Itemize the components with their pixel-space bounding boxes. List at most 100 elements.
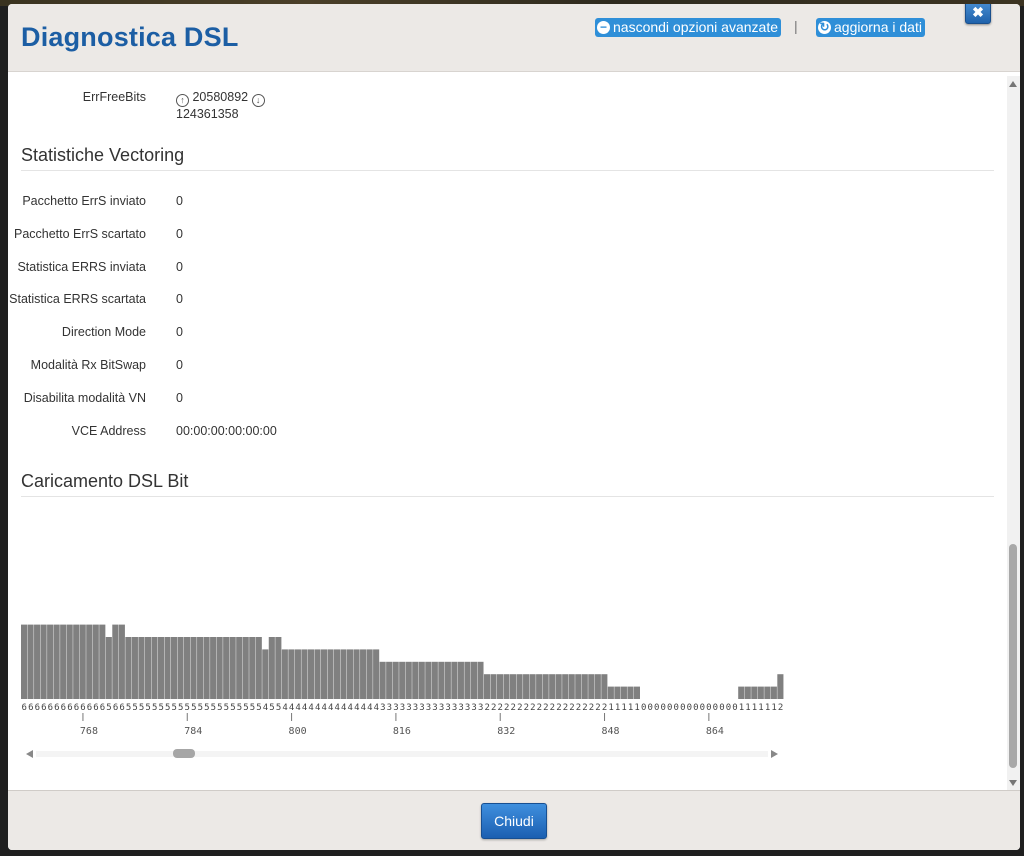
chart-bar xyxy=(21,624,28,699)
chart-bar xyxy=(373,649,380,699)
bar-value-label: 0 xyxy=(693,703,698,713)
chart-bar xyxy=(581,674,588,699)
page-backdrop xyxy=(0,0,1024,6)
stat-value: 0 xyxy=(176,391,183,405)
chart-bar xyxy=(301,649,308,699)
stat-label: Modalità Rx BitSwap xyxy=(30,358,146,372)
chart-bar xyxy=(73,624,80,699)
bar-value-label: 3 xyxy=(458,703,463,713)
chart-bar xyxy=(360,649,367,699)
chart-bar xyxy=(177,637,184,699)
bar-value-label: 0 xyxy=(641,703,646,713)
chart-bar xyxy=(255,637,262,699)
bar-value-label: 2 xyxy=(602,703,607,713)
bar-value-label: 0 xyxy=(647,703,652,713)
chart-bar xyxy=(568,674,575,699)
bar-value-label: 2 xyxy=(543,703,548,713)
bar-value-label: 1 xyxy=(615,703,620,713)
bar-value-label: 2 xyxy=(595,703,600,713)
close-icon[interactable]: ✖ xyxy=(965,4,991,24)
hide-advanced-button[interactable]: − nascondi opzioni avanzate xyxy=(595,18,782,37)
bar-value-label: 3 xyxy=(445,703,450,713)
chart-bar xyxy=(281,649,288,699)
chart-bar xyxy=(777,674,784,699)
chart-bar xyxy=(47,624,54,699)
chart-bar xyxy=(53,624,60,699)
bar-value-label: 3 xyxy=(413,703,418,713)
bar-value-label: 6 xyxy=(80,703,85,713)
chart-bar xyxy=(770,686,777,699)
bar-value-label: 5 xyxy=(217,703,222,713)
chart-bar xyxy=(523,674,530,699)
chart-bar xyxy=(503,674,510,699)
chart-bar xyxy=(614,686,621,699)
bar-value-label: 4 xyxy=(354,703,359,713)
bar-value-label: 5 xyxy=(158,703,163,713)
x-tick-label: 816 xyxy=(393,726,411,737)
chart-bar xyxy=(392,661,399,699)
chart-bar xyxy=(229,637,236,699)
stat-row: Pacchetto ErrS scartato 0 xyxy=(8,227,1007,247)
chart-bar xyxy=(483,674,491,699)
bar-value-label: 4 xyxy=(263,703,268,713)
x-tick-label: 864 xyxy=(706,726,724,737)
bar-value-label: 6 xyxy=(35,703,40,713)
bar-value-label: 2 xyxy=(517,703,522,713)
chart-bar xyxy=(236,637,243,699)
bar-value-label: 6 xyxy=(113,703,118,713)
bar-value-label: 5 xyxy=(269,703,274,713)
bar-value-label: 4 xyxy=(282,703,287,713)
bar-value-label: 0 xyxy=(687,703,692,713)
chart-bar xyxy=(594,674,601,699)
bar-value-label: 4 xyxy=(348,703,353,713)
bar-value-label: 6 xyxy=(93,703,98,713)
bar-value-label: 5 xyxy=(237,703,242,713)
scrollbar-thumb[interactable] xyxy=(173,749,195,758)
content-vertical-scrollbar[interactable] xyxy=(1007,76,1020,790)
chart-bar xyxy=(92,624,99,699)
chart-bar xyxy=(79,624,86,699)
chart-bar xyxy=(340,649,347,699)
bar-value-label: 5 xyxy=(256,703,261,713)
bar-value-label: 2 xyxy=(582,703,587,713)
bar-value-label: 6 xyxy=(100,703,105,713)
arrow-up-circle-icon: ↑ xyxy=(176,94,189,107)
refresh-data-button[interactable]: ↻ aggiorna i dati xyxy=(816,18,925,37)
scroll-left-arrow-icon[interactable] xyxy=(26,750,33,758)
close-button[interactable]: Chiudi xyxy=(481,803,547,839)
stat-row: VCE Address 00:00:00:00:00:00 xyxy=(8,424,1007,444)
bar-value-label: 5 xyxy=(126,703,131,713)
bar-value-label: 2 xyxy=(556,703,561,713)
bar-value-label: 2 xyxy=(504,703,509,713)
bar-value-label: 4 xyxy=(361,703,366,713)
scroll-down-arrow-icon[interactable] xyxy=(1009,780,1017,786)
bar-value-label: 5 xyxy=(224,703,229,713)
stat-row: Modalità Rx BitSwap 0 xyxy=(8,358,1007,378)
stat-value: 00:00:00:00:00:00 xyxy=(176,424,277,438)
errfreebits-up-value: 20580892 xyxy=(192,90,249,104)
chart-bar xyxy=(242,637,249,699)
bar-value-label: 3 xyxy=(439,703,444,713)
bar-value-label: 2 xyxy=(778,703,783,713)
bar-value-label: 5 xyxy=(132,703,137,713)
scroll-up-arrow-icon[interactable] xyxy=(1009,81,1017,87)
bar-value-label: 2 xyxy=(563,703,568,713)
chart-bar xyxy=(164,637,171,699)
chart-bar xyxy=(379,661,386,699)
bar-value-label: 2 xyxy=(498,703,503,713)
bar-value-label: 0 xyxy=(654,703,659,713)
chart-horizontal-scrollbar[interactable] xyxy=(26,748,778,760)
bar-value-label: 4 xyxy=(335,703,340,713)
scroll-right-arrow-icon[interactable] xyxy=(771,750,778,758)
diagnostics-dialog: Diagnostica DSL − nascondi opzioni avanz… xyxy=(8,4,1020,850)
bar-value-label: 6 xyxy=(28,703,33,713)
bar-value-label: 2 xyxy=(569,703,574,713)
chart-bar xyxy=(307,649,314,699)
bar-value-label: 0 xyxy=(706,703,711,713)
bar-value-label: 0 xyxy=(719,703,724,713)
chart-bar xyxy=(118,624,125,699)
chart-bar xyxy=(112,624,119,699)
bar-value-label: 5 xyxy=(204,703,209,713)
vertical-scrollbar-thumb[interactable] xyxy=(1009,544,1017,768)
